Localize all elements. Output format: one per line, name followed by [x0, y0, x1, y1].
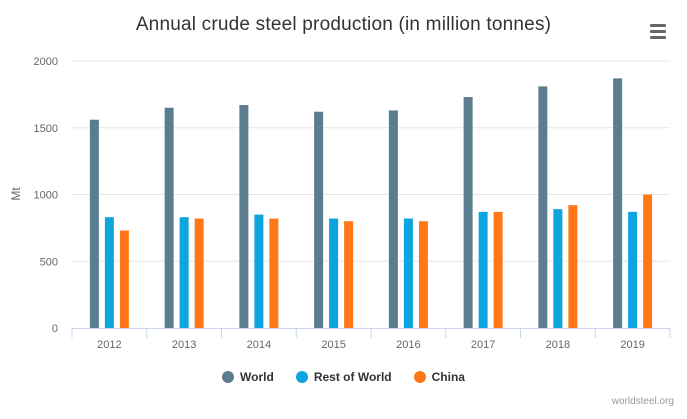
bar-china-2013[interactable] [194, 218, 204, 328]
legend-item-rest-of-world[interactable]: Rest of World [295, 370, 392, 384]
bar-china-2017[interactable] [493, 211, 503, 328]
bar-world-2015[interactable] [314, 111, 324, 328]
y-tick-label: 1000 [34, 190, 58, 202]
bar-world-2013[interactable] [164, 107, 174, 328]
legend-label-china: China [431, 370, 465, 384]
chart-title: Annual crude steel production (in millio… [135, 14, 552, 35]
legend-marker-world [222, 371, 235, 383]
x-tick-label: 2018 [546, 339, 570, 351]
bar-rest-of-world-2015[interactable] [329, 218, 339, 328]
bar-world-2018[interactable] [538, 86, 548, 329]
legend: World Rest of World China [0, 370, 687, 384]
bar-china-2012[interactable] [119, 230, 129, 328]
x-tick-label: 2019 [620, 339, 644, 351]
bar-rest-of-world-2014[interactable] [254, 214, 264, 328]
y-tick-label: 0 [52, 323, 58, 335]
legend-marker-rest-of-world [295, 371, 308, 383]
x-tick-label: 2017 [471, 339, 495, 351]
bar-rest-of-world-2013[interactable] [179, 217, 189, 328]
x-tick-label: 2013 [172, 339, 196, 351]
legend-item-world[interactable]: World [222, 370, 274, 384]
bar-china-2014[interactable] [269, 218, 279, 328]
y-axis-ticks: 0 500 1000 1500 2000 [34, 56, 58, 335]
bar-rest-of-world-2018[interactable] [553, 209, 563, 328]
y-tick-label: 1500 [34, 123, 58, 135]
legend-marker-china [413, 371, 426, 383]
x-tick-label: 2012 [97, 339, 121, 351]
y-axis-label: Mt [9, 187, 23, 201]
bar-world-2016[interactable] [388, 110, 398, 329]
bars [89, 78, 653, 329]
x-tick-label: 2016 [396, 339, 420, 351]
bar-china-2019[interactable] [643, 194, 653, 329]
bar-world-2012[interactable] [89, 119, 99, 329]
bar-china-2018[interactable] [568, 205, 578, 328]
legend-label-rest-of-world: Rest of World [313, 370, 392, 384]
gridlines [72, 60, 670, 262]
bar-rest-of-world-2016[interactable] [403, 218, 413, 328]
bar-world-2019[interactable] [613, 78, 623, 328]
bar-china-2016[interactable] [418, 221, 428, 328]
x-tick-label: 2015 [321, 339, 345, 351]
x-axis: 2012 2013 2014 2015 2016 2017 2018 2019 [71, 328, 671, 351]
bar-rest-of-world-2019[interactable] [628, 211, 638, 328]
legend-item-china[interactable]: China [413, 370, 465, 384]
bar-world-2014[interactable] [239, 105, 249, 329]
x-tick-label: 2014 [247, 339, 271, 351]
bar-rest-of-world-2017[interactable] [478, 211, 488, 328]
bar-rest-of-world-2012[interactable] [104, 217, 114, 328]
bar-world-2017[interactable] [463, 97, 473, 328]
legend-label-world: World [240, 370, 274, 384]
y-tick-label: 2000 [34, 56, 58, 68]
bar-china-2015[interactable] [344, 221, 354, 328]
credits-text[interactable]: worldsteel.org [611, 396, 674, 407]
y-tick-label: 500 [40, 256, 58, 268]
hamburger-menu-icon[interactable] [648, 22, 670, 40]
